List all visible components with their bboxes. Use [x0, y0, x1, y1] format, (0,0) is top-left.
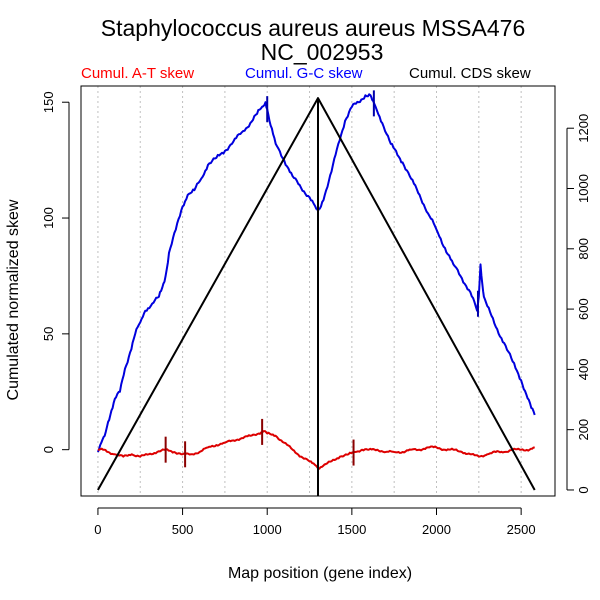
- x-tick-label: 0: [94, 522, 101, 537]
- y2-tick-label: 200: [576, 419, 591, 441]
- x-tick-label: 1000: [253, 522, 282, 537]
- chart-subtitle: NC_002953: [261, 39, 384, 65]
- series-layer: [96, 90, 536, 496]
- x-tick-label: 2500: [507, 522, 536, 537]
- legend-gc-skew: Cumul. G-C skew: [245, 65, 363, 82]
- gc-skew-line: [96, 93, 536, 453]
- at-skew-line: [97, 430, 535, 470]
- x-tick-label: 500: [172, 522, 194, 537]
- x-tick-label: 1500: [337, 522, 366, 537]
- chart-title: Staphylococcus aureus aureus MSSA476: [101, 15, 525, 41]
- legend-at-skew: Cumul. A-T skew: [81, 65, 194, 82]
- x-tick-label: 2000: [422, 522, 451, 537]
- y-tick-label: 50: [41, 327, 56, 341]
- y2-tick-label: 0: [576, 486, 591, 493]
- y-tick-label: 150: [41, 91, 56, 113]
- axes-layer: 0 500 1000 1500 2000 250005010015002004006008…: [41, 91, 591, 537]
- legend-cds-skew: Cumul. CDS skew: [409, 65, 531, 82]
- y-axis-title: Cumulated normalized skew: [5, 199, 22, 400]
- cds-skew-line: [97, 97, 536, 491]
- x-axis-title: Map position (gene index): [228, 565, 412, 582]
- y2-tick-label: 1200: [576, 114, 591, 143]
- y-tick-label: 100: [41, 207, 56, 229]
- y2-tick-label: 400: [576, 359, 591, 381]
- y2-tick-label: 600: [576, 298, 591, 320]
- y2-tick-label: 1000: [576, 174, 591, 203]
- y2-tick-label: 800: [576, 238, 591, 260]
- y-tick-label: 0: [41, 446, 56, 453]
